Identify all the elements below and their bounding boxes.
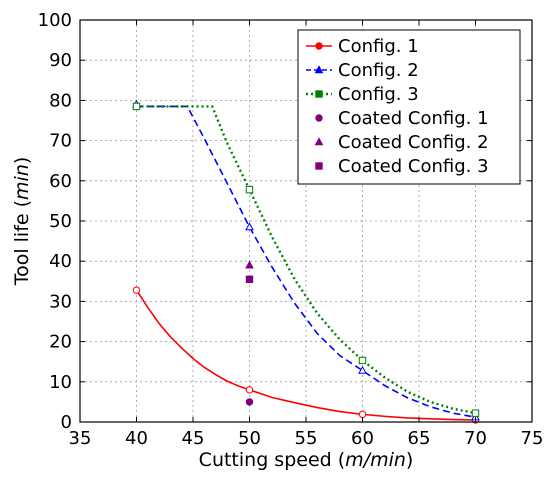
series-4-point (245, 398, 254, 406)
y-tick-label: 30 (49, 291, 72, 312)
y-axis-label-unit: min (11, 164, 33, 200)
y-tick-label: 10 (49, 372, 72, 393)
y-tick-label: 80 (49, 90, 72, 111)
legend-item-5-label: Coated Config. 2 (338, 132, 489, 153)
series-3-point (471, 409, 480, 417)
x-tick-label: 55 (295, 428, 318, 449)
series-5-point (245, 260, 254, 269)
legend-item-3-label: Config. 3 (338, 84, 419, 105)
x-tick-label: 65 (408, 428, 431, 449)
y-tick-label: 0 (61, 412, 72, 433)
series-3-line (136, 105, 476, 415)
y-tick-label: 40 (49, 251, 72, 272)
legend-item-6-marker (315, 162, 323, 170)
y-tick-label: 60 (49, 171, 72, 192)
series-6-point (245, 275, 254, 283)
y-axis-label: Tool life (min) (11, 157, 33, 287)
y-axis-label-prefix: Tool life ( (11, 200, 33, 286)
legend-item-4-marker (315, 114, 323, 122)
legend: Config. 1 Config. 2 Config. 3 Coated Config… (297, 29, 521, 185)
series-3-point (358, 356, 367, 365)
y-tick-label: 100 (38, 10, 72, 31)
y-tick-label: 20 (49, 332, 72, 353)
x-axis-label-prefix: Cutting speed ( (199, 449, 345, 471)
x-tick-label: 75 (521, 428, 544, 449)
legend-item-2-label: Config. 2 (338, 60, 419, 81)
series-1-point (132, 286, 141, 294)
x-tick-label: 60 (351, 428, 374, 449)
legend-item-4-label: Coated Config. 1 (338, 108, 489, 129)
x-tick-label: 50 (238, 428, 261, 449)
x-tick-label: 70 (464, 428, 487, 449)
x-axis-label: Cutting speed (m/min) (199, 449, 414, 471)
series-2-point (358, 365, 367, 374)
legend-item-1-label: Config. 1 (338, 36, 419, 57)
x-tick-label: 45 (182, 428, 205, 449)
x-axis-label-suffix: ) (406, 449, 413, 471)
series-2-point (245, 222, 254, 231)
x-tick-label: 35 (69, 428, 92, 449)
y-tick-label: 90 (49, 50, 72, 71)
y-tick-label: 50 (49, 211, 72, 232)
series-1-point (245, 386, 254, 394)
series-2-line (136, 105, 476, 418)
series-1-point (358, 410, 367, 419)
series-layer (132, 99, 480, 424)
legend-item-6-label: Coated Config. 3 (338, 156, 489, 177)
series-3-point (245, 185, 254, 194)
y-tick-label: 70 (49, 131, 72, 152)
series-3-point (132, 102, 141, 111)
legend-box (297, 29, 521, 185)
x-tick-label: 40 (125, 428, 148, 449)
tick-layer: 35 40 45 50 55 60 65 70 75 0 10 20 30 40 50 60 70 80 90 100 (38, 10, 544, 449)
x-axis-label-unit: m/min (345, 449, 406, 471)
legend-item-1-marker (315, 42, 323, 50)
legend-item-2-marker (314, 65, 324, 74)
y-axis-label-suffix: ) (11, 157, 33, 164)
legend-item-5-marker (314, 137, 324, 146)
legend-item-3-marker (315, 90, 323, 98)
